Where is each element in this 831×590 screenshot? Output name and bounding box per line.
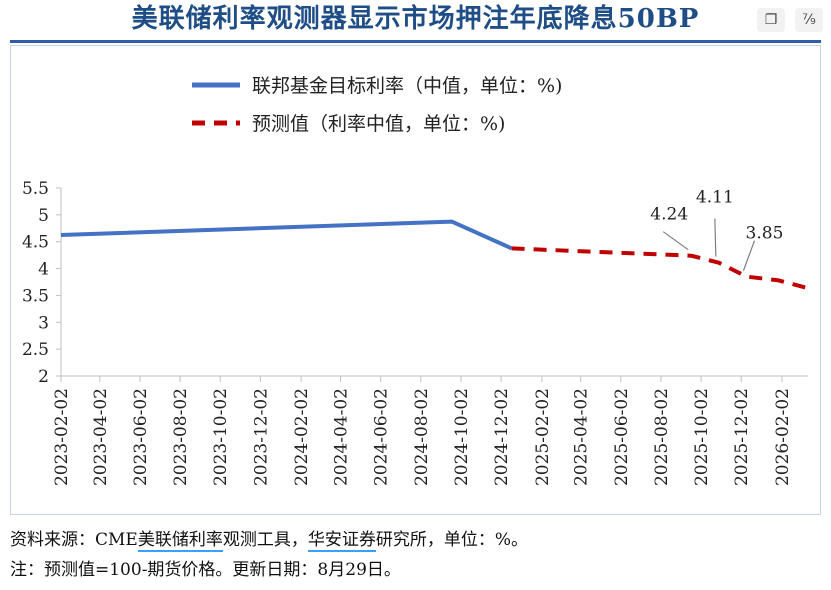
source-prefix: 资料来源：CME [10, 530, 138, 550]
y-tick-label: 3.5 [22, 286, 49, 306]
x-tick-label: 2023-08-02 [171, 388, 191, 486]
chart-title: 美联储利率观测器显示市场押注年底降息50BP [131, 4, 700, 34]
title-underline [10, 40, 821, 43]
source-suffix: 研究所，单位：%。 [375, 530, 528, 550]
y-tick-label: 2 [38, 367, 49, 387]
page-indicator[interactable]: ⁷⁄₉ [795, 8, 823, 32]
x-tick-label: 2023-12-02 [251, 388, 271, 486]
x-tick-label: 2023-06-02 [131, 388, 151, 486]
annotations: 4.24 4.11 3.85 [650, 188, 783, 271]
annotation-label: 4.11 [696, 188, 734, 208]
x-tick-label: 2023-02-02 [52, 388, 72, 486]
annotation-leader [742, 240, 756, 271]
x-tick-label: 2025-04-02 [572, 388, 592, 486]
annotation-leader [662, 231, 689, 251]
image-toolbar: ❐ ⁷⁄₉ [757, 8, 823, 32]
legend-label-actual: 联邦基金目标利率（中值，单位：%) [252, 75, 562, 97]
source-mid: 观测工具， [222, 530, 308, 550]
x-tick-label: 2024-04-02 [332, 388, 352, 486]
legend: 联邦基金目标利率（中值，单位：%) 预测值（利率中值，单位：%) [192, 75, 562, 135]
copy-icon[interactable]: ❐ [757, 8, 785, 32]
annotation-label: 3.85 [746, 224, 784, 244]
x-tick-label: 2024-06-02 [372, 388, 392, 486]
x-tick-label: 2023-04-02 [91, 388, 111, 486]
annotation-leader [714, 218, 717, 257]
x-tick-label: 2025-02-02 [533, 388, 553, 486]
series-line-forecast [511, 246, 812, 291]
y-tick-label: 3 [38, 313, 49, 333]
y-tick-label: 4.5 [22, 233, 49, 253]
chart-frame [10, 45, 821, 515]
series-line-actual [60, 219, 513, 251]
annotation-label: 4.24 [650, 205, 688, 225]
x-tick-label: 2025-12-02 [732, 388, 752, 486]
y-tick-label: 2.5 [22, 340, 49, 360]
y-tick-label: 5 [38, 206, 49, 226]
x-tick-label: 2024-08-02 [412, 388, 432, 486]
x-tick-label: 2025-08-02 [652, 388, 672, 486]
x-tick-label: 2023-10-02 [211, 388, 231, 486]
legend-label-forecast: 预测值（利率中值，单位：%) [252, 113, 505, 135]
series-layer [60, 219, 812, 291]
x-tick-label: 2025-06-02 [612, 388, 632, 486]
y-tick-label: 5.5 [22, 179, 49, 199]
source-firm-link[interactable]: 华安证券 [307, 530, 376, 552]
source-tool-link[interactable]: 美联储利率 [137, 530, 223, 552]
x-tick-label: 2024-02-02 [292, 388, 312, 486]
source-footnote: 资料来源：CME美联储利率观测工具，华安证券研究所，单位：%。 [10, 525, 528, 552]
x-tick-label: 2024-10-02 [452, 388, 472, 486]
x-tick-label: 2025-10-02 [692, 388, 712, 486]
y-tick-label: 4 [38, 260, 49, 280]
x-tick-label: 2024-12-02 [492, 388, 512, 486]
note-footnote: 注：预测值=100-期货价格。更新日期：8月29日。 [10, 560, 401, 580]
x-tick-label: 2026-02-02 [773, 388, 793, 486]
